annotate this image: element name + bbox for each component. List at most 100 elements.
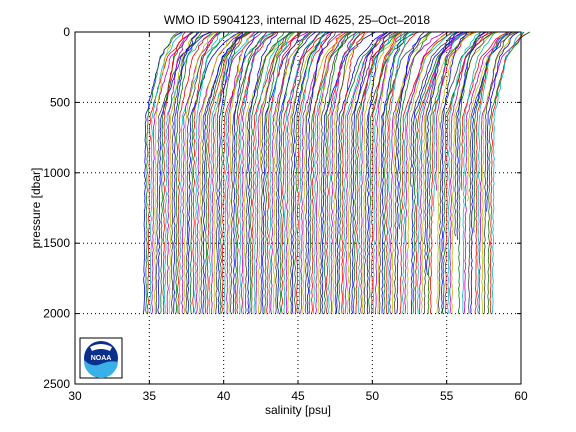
- profile-line: [348, 31, 400, 314]
- profile-line: [268, 31, 295, 314]
- profile-line: [202, 31, 248, 314]
- profile-line: [442, 31, 496, 314]
- profile-line: [145, 31, 179, 314]
- profile-line: [341, 31, 366, 314]
- profile-line: [162, 31, 186, 314]
- profile-line: [215, 31, 243, 314]
- profile-line: [404, 31, 449, 314]
- profile-line: [155, 31, 212, 314]
- profile-line: [312, 31, 350, 314]
- profile-line: [351, 31, 389, 314]
- y-tick-label: 2500: [43, 377, 70, 391]
- profile-line: [168, 31, 200, 314]
- x-tick-label: 40: [217, 389, 231, 403]
- profile-line: [192, 31, 219, 314]
- profile-line: [487, 31, 530, 314]
- profile-line: [153, 31, 179, 314]
- y-tick-label: 1000: [43, 166, 70, 180]
- profile-line: [458, 31, 481, 314]
- noaa-logo-text: NOAA: [91, 355, 112, 362]
- profile-line: [260, 31, 291, 314]
- profile-line: [478, 31, 530, 314]
- profile-line: [357, 31, 399, 314]
- profile-line: [399, 31, 432, 230]
- profile-line: [279, 31, 311, 314]
- profile-line: [370, 31, 402, 314]
- profile-line: [185, 31, 222, 314]
- profile-line: [460, 31, 508, 191]
- profile-line: [420, 31, 478, 314]
- profile-line: [221, 31, 277, 314]
- profile-line: [219, 31, 248, 314]
- y-tick-label: 2000: [43, 307, 70, 321]
- profile-line: [486, 31, 519, 212]
- profile-line: [473, 31, 509, 233]
- profile-line: [208, 31, 260, 314]
- profile-line: [410, 31, 465, 314]
- profile-line: [307, 31, 332, 314]
- profile-line: [325, 31, 365, 314]
- profile-line: [247, 31, 279, 314]
- profile-line: [463, 31, 510, 314]
- profile-line: [291, 31, 331, 314]
- profile-line: [294, 31, 327, 314]
- profile-line: [449, 31, 487, 314]
- profile-line: [283, 31, 324, 314]
- profile-line: [142, 31, 183, 314]
- profile-line: [160, 31, 194, 314]
- profile-line: [447, 31, 482, 314]
- profile-line: [166, 31, 192, 314]
- profile-line: [435, 31, 463, 191]
- profile-line: [308, 31, 358, 314]
- profile-line: [189, 31, 230, 314]
- chart-title: WMO ID 5904123, internal ID 4625, 25–Oct…: [164, 13, 430, 27]
- profile-line: [249, 31, 285, 314]
- profile-line: [229, 31, 276, 314]
- profile-line: [346, 31, 392, 314]
- profile-line: [302, 31, 352, 314]
- profile-line: [206, 31, 252, 314]
- profile-line: [234, 31, 268, 314]
- profile-line: [187, 31, 242, 314]
- profile-line: [414, 31, 470, 314]
- profile-line: [377, 31, 402, 314]
- profile-line: [410, 31, 460, 187]
- profile-line: [491, 31, 524, 314]
- profile-line: [241, 31, 268, 314]
- x-tick-label: 55: [440, 389, 454, 403]
- profile-line: [489, 31, 525, 314]
- profile-line: [456, 31, 486, 240]
- profile-line: [399, 31, 453, 314]
- y-tick-label: 0: [63, 25, 70, 39]
- profile-line: [467, 31, 515, 202]
- profile-line: [396, 31, 425, 314]
- profile-line: [170, 31, 198, 314]
- y-tick-label: 500: [50, 95, 70, 109]
- profile-line: [210, 31, 263, 314]
- y-tick-label: 1500: [43, 236, 70, 250]
- profile-line: [319, 31, 353, 314]
- profile-line: [412, 31, 467, 314]
- profile-line: [298, 31, 328, 314]
- profile-line: [336, 31, 389, 314]
- profile-line: [419, 31, 467, 314]
- profile-line: [198, 31, 239, 314]
- profile-line: [338, 31, 394, 314]
- x-tick-label: 30: [68, 389, 82, 403]
- profile-line: [323, 31, 352, 314]
- profile-line: [474, 31, 509, 314]
- profile-line: [360, 31, 385, 314]
- x-tick-label: 60: [514, 389, 528, 403]
- profile-line: [236, 31, 278, 314]
- profile-line: [470, 31, 513, 314]
- profile-line: [366, 31, 392, 314]
- profile-line: [272, 31, 312, 314]
- profile-line: [280, 31, 330, 314]
- profile-line: [151, 31, 194, 314]
- profile-line: [163, 31, 217, 314]
- x-axis-label: salinity [psu]: [265, 403, 331, 417]
- profile-line: [232, 31, 259, 314]
- profile-line: [276, 31, 316, 314]
- profile-line: [217, 31, 244, 314]
